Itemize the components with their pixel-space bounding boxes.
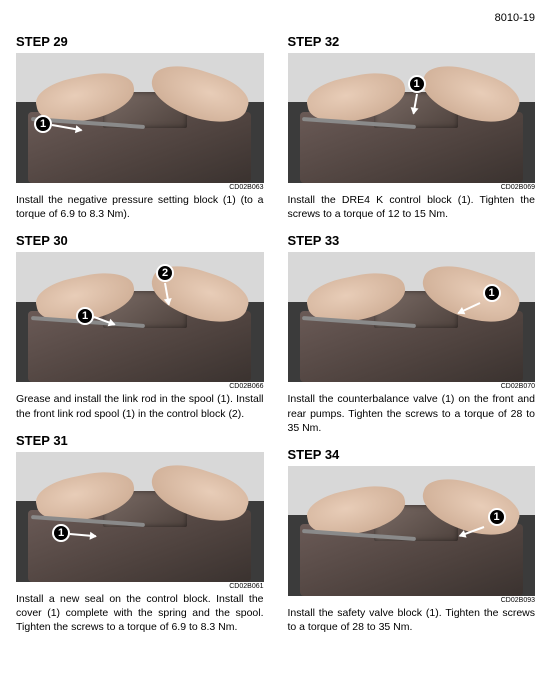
figure-code: CD02B066 [16,383,264,390]
callout-number: 1 [488,508,506,526]
step-title: STEP 34 [288,447,536,462]
step-photo: 12 [16,252,264,382]
step-block: STEP 34 1 CD02B093 Install the safety valv… [288,441,536,640]
step-block: STEP 33 1 CD02B070 Install the counterbala… [288,227,536,441]
step-caption: Install the counterbalance valve (1) on … [288,392,536,435]
step-title: STEP 32 [288,34,536,49]
step-caption: Install the negative pressure setting bl… [16,193,264,221]
step-title: STEP 29 [16,34,264,49]
callout-number: 1 [483,284,501,302]
page-number: 8010-19 [16,12,535,24]
left-column: STEP 29 1 CD02B063 Install the negative pr… [16,28,264,640]
figure-code: CD02B061 [16,583,264,590]
step-photo: 1 [288,252,536,382]
step-block: STEP 29 1 CD02B063 Install the negative pr… [16,28,264,227]
step-block: STEP 30 12CD02B066 Grease and install the… [16,227,264,426]
figure-code: CD02B093 [288,597,536,604]
step-block: STEP 32 1 CD02B069 Install the DRE4 K cont… [288,28,536,227]
figure-code: CD02B069 [288,184,536,191]
step-title: STEP 31 [16,433,264,448]
callout-number: 1 [408,75,426,93]
step-photo: 1 [288,466,536,596]
two-column-layout: STEP 29 1 CD02B063 Install the negative pr… [16,28,535,640]
step-title: STEP 30 [16,233,264,248]
callout-number: 1 [34,115,52,133]
figure-code: CD02B063 [16,184,264,191]
step-photo: 1 [288,53,536,183]
step-caption: Install the DRE4 K control block (1). Ti… [288,193,536,221]
step-caption: Grease and install the link rod in the s… [16,392,264,420]
step-title: STEP 33 [288,233,536,248]
step-photo: 1 [16,53,264,183]
step-caption: Install a new seal on the control block.… [16,592,264,635]
figure-code: CD02B070 [288,383,536,390]
right-column: STEP 32 1 CD02B069 Install the DRE4 K cont… [288,28,536,640]
step-photo: 1 [16,452,264,582]
callout-number: 1 [52,524,70,542]
step-block: STEP 31 1 CD02B061 Install a new seal on t… [16,427,264,641]
step-caption: Install the safety valve block (1). Tigh… [288,606,536,634]
